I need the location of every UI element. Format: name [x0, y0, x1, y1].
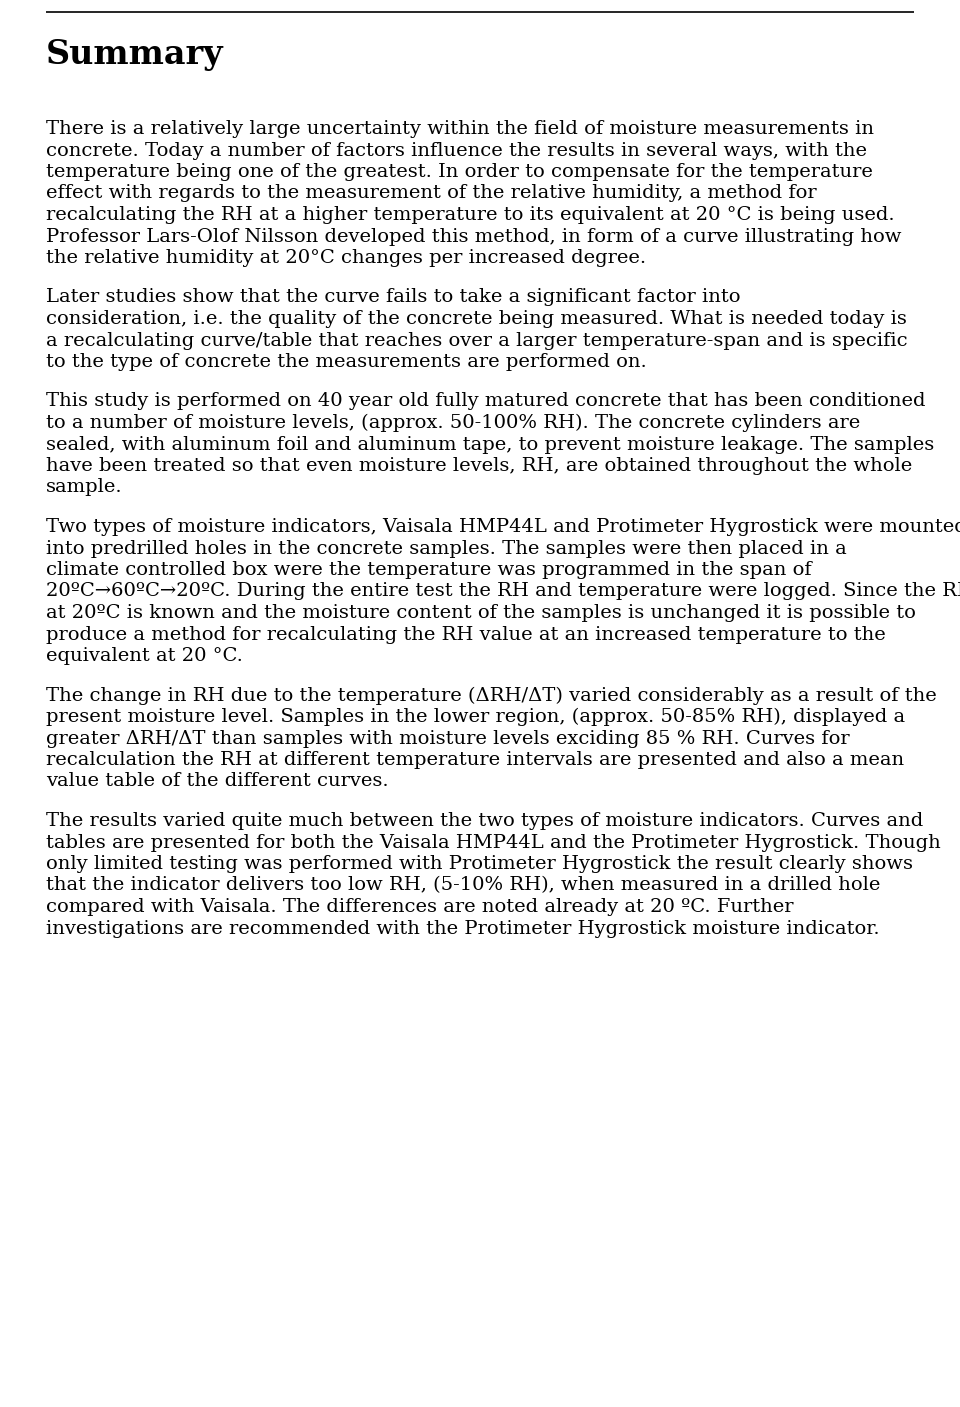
Text: There is a relatively large uncertainty within the field of moisture measurement: There is a relatively large uncertainty … — [46, 120, 874, 138]
Text: recalculating the RH at a higher temperature to its equivalent at 20 °C is being: recalculating the RH at a higher tempera… — [46, 205, 895, 224]
Text: the relative humidity at 20°C changes per increased degree.: the relative humidity at 20°C changes pe… — [46, 249, 646, 267]
Text: Two types of moisture indicators, Vaisala HMP44L and Protimeter Hygrostick were : Two types of moisture indicators, Vaisal… — [46, 518, 960, 536]
Text: The results varied quite much between the two types of moisture indicators. Curv: The results varied quite much between th… — [46, 812, 924, 830]
Text: only limited testing was performed with Protimeter Hygrostick the result clearly: only limited testing was performed with … — [46, 855, 913, 872]
Text: tables are presented for both the Vaisala HMP44L and the Protimeter Hygrostick. : tables are presented for both the Vaisal… — [46, 833, 941, 851]
Text: Later studies show that the curve fails to take a significant factor into: Later studies show that the curve fails … — [46, 288, 740, 307]
Text: investigations are recommended with the Protimeter Hygrostick moisture indicator: investigations are recommended with the … — [46, 920, 879, 937]
Text: greater ΔRH/ΔT than samples with moisture levels exciding 85 % RH. Curves for: greater ΔRH/ΔT than samples with moistur… — [46, 729, 850, 747]
Text: recalculation the RH at different temperature intervals are presented and also a: recalculation the RH at different temper… — [46, 751, 904, 770]
Text: to the type of concrete the measurements are performed on.: to the type of concrete the measurements… — [46, 353, 647, 371]
Text: compared with Vaisala. The differences are noted already at 20 ºC. Further: compared with Vaisala. The differences a… — [46, 898, 794, 916]
Text: produce a method for recalculating the RH value at an increased temperature to t: produce a method for recalculating the R… — [46, 626, 886, 643]
Text: Professor Lars-Olof Nilsson developed this method, in form of a curve illustrati: Professor Lars-Olof Nilsson developed th… — [46, 228, 901, 245]
Text: consideration, i.e. the quality of the concrete being measured. What is needed t: consideration, i.e. the quality of the c… — [46, 310, 907, 328]
Text: present moisture level. Samples in the lower region, (approx. 50-85% RH), displa: present moisture level. Samples in the l… — [46, 708, 905, 726]
Text: temperature being one of the greatest. In order to compensate for the temperatur: temperature being one of the greatest. I… — [46, 163, 873, 182]
Text: Summary: Summary — [46, 38, 224, 70]
Text: into predrilled holes in the concrete samples. The samples were then placed in a: into predrilled holes in the concrete sa… — [46, 539, 847, 557]
Text: at 20ºC is known and the moisture content of the samples is unchanged it is poss: at 20ºC is known and the moisture conten… — [46, 604, 916, 622]
Text: This study is performed on 40 year old fully matured concrete that has been cond: This study is performed on 40 year old f… — [46, 393, 925, 411]
Text: effect with regards to the measurement of the relative humidity, a method for: effect with regards to the measurement o… — [46, 184, 817, 203]
Text: The change in RH due to the temperature (ΔRH/ΔT) varied considerably as a result: The change in RH due to the temperature … — [46, 687, 937, 705]
Text: sample.: sample. — [46, 478, 123, 497]
Text: 20ºC→60ºC→20ºC. During the entire test the RH and temperature were logged. Since: 20ºC→60ºC→20ºC. During the entire test t… — [46, 582, 960, 601]
Text: to a number of moisture levels, (approx. 50-100% RH). The concrete cylinders are: to a number of moisture levels, (approx.… — [46, 414, 860, 432]
Text: value table of the different curves.: value table of the different curves. — [46, 772, 389, 791]
Text: equivalent at 20 °C.: equivalent at 20 °C. — [46, 647, 243, 666]
Text: have been treated so that even moisture levels, RH, are obtained throughout the : have been treated so that even moisture … — [46, 457, 912, 476]
Text: climate controlled box were the temperature was programmed in the span of: climate controlled box were the temperat… — [46, 561, 811, 580]
Text: sealed, with aluminum foil and aluminum tape, to prevent moisture leakage. The s: sealed, with aluminum foil and aluminum … — [46, 436, 934, 453]
Text: concrete. Today a number of factors influence the results in several ways, with : concrete. Today a number of factors infl… — [46, 142, 867, 159]
Text: that the indicator delivers too low RH, (5-10% RH), when measured in a drilled h: that the indicator delivers too low RH, … — [46, 877, 880, 895]
Text: a recalculating curve/table that reaches over a larger temperature-span and is s: a recalculating curve/table that reaches… — [46, 332, 907, 349]
